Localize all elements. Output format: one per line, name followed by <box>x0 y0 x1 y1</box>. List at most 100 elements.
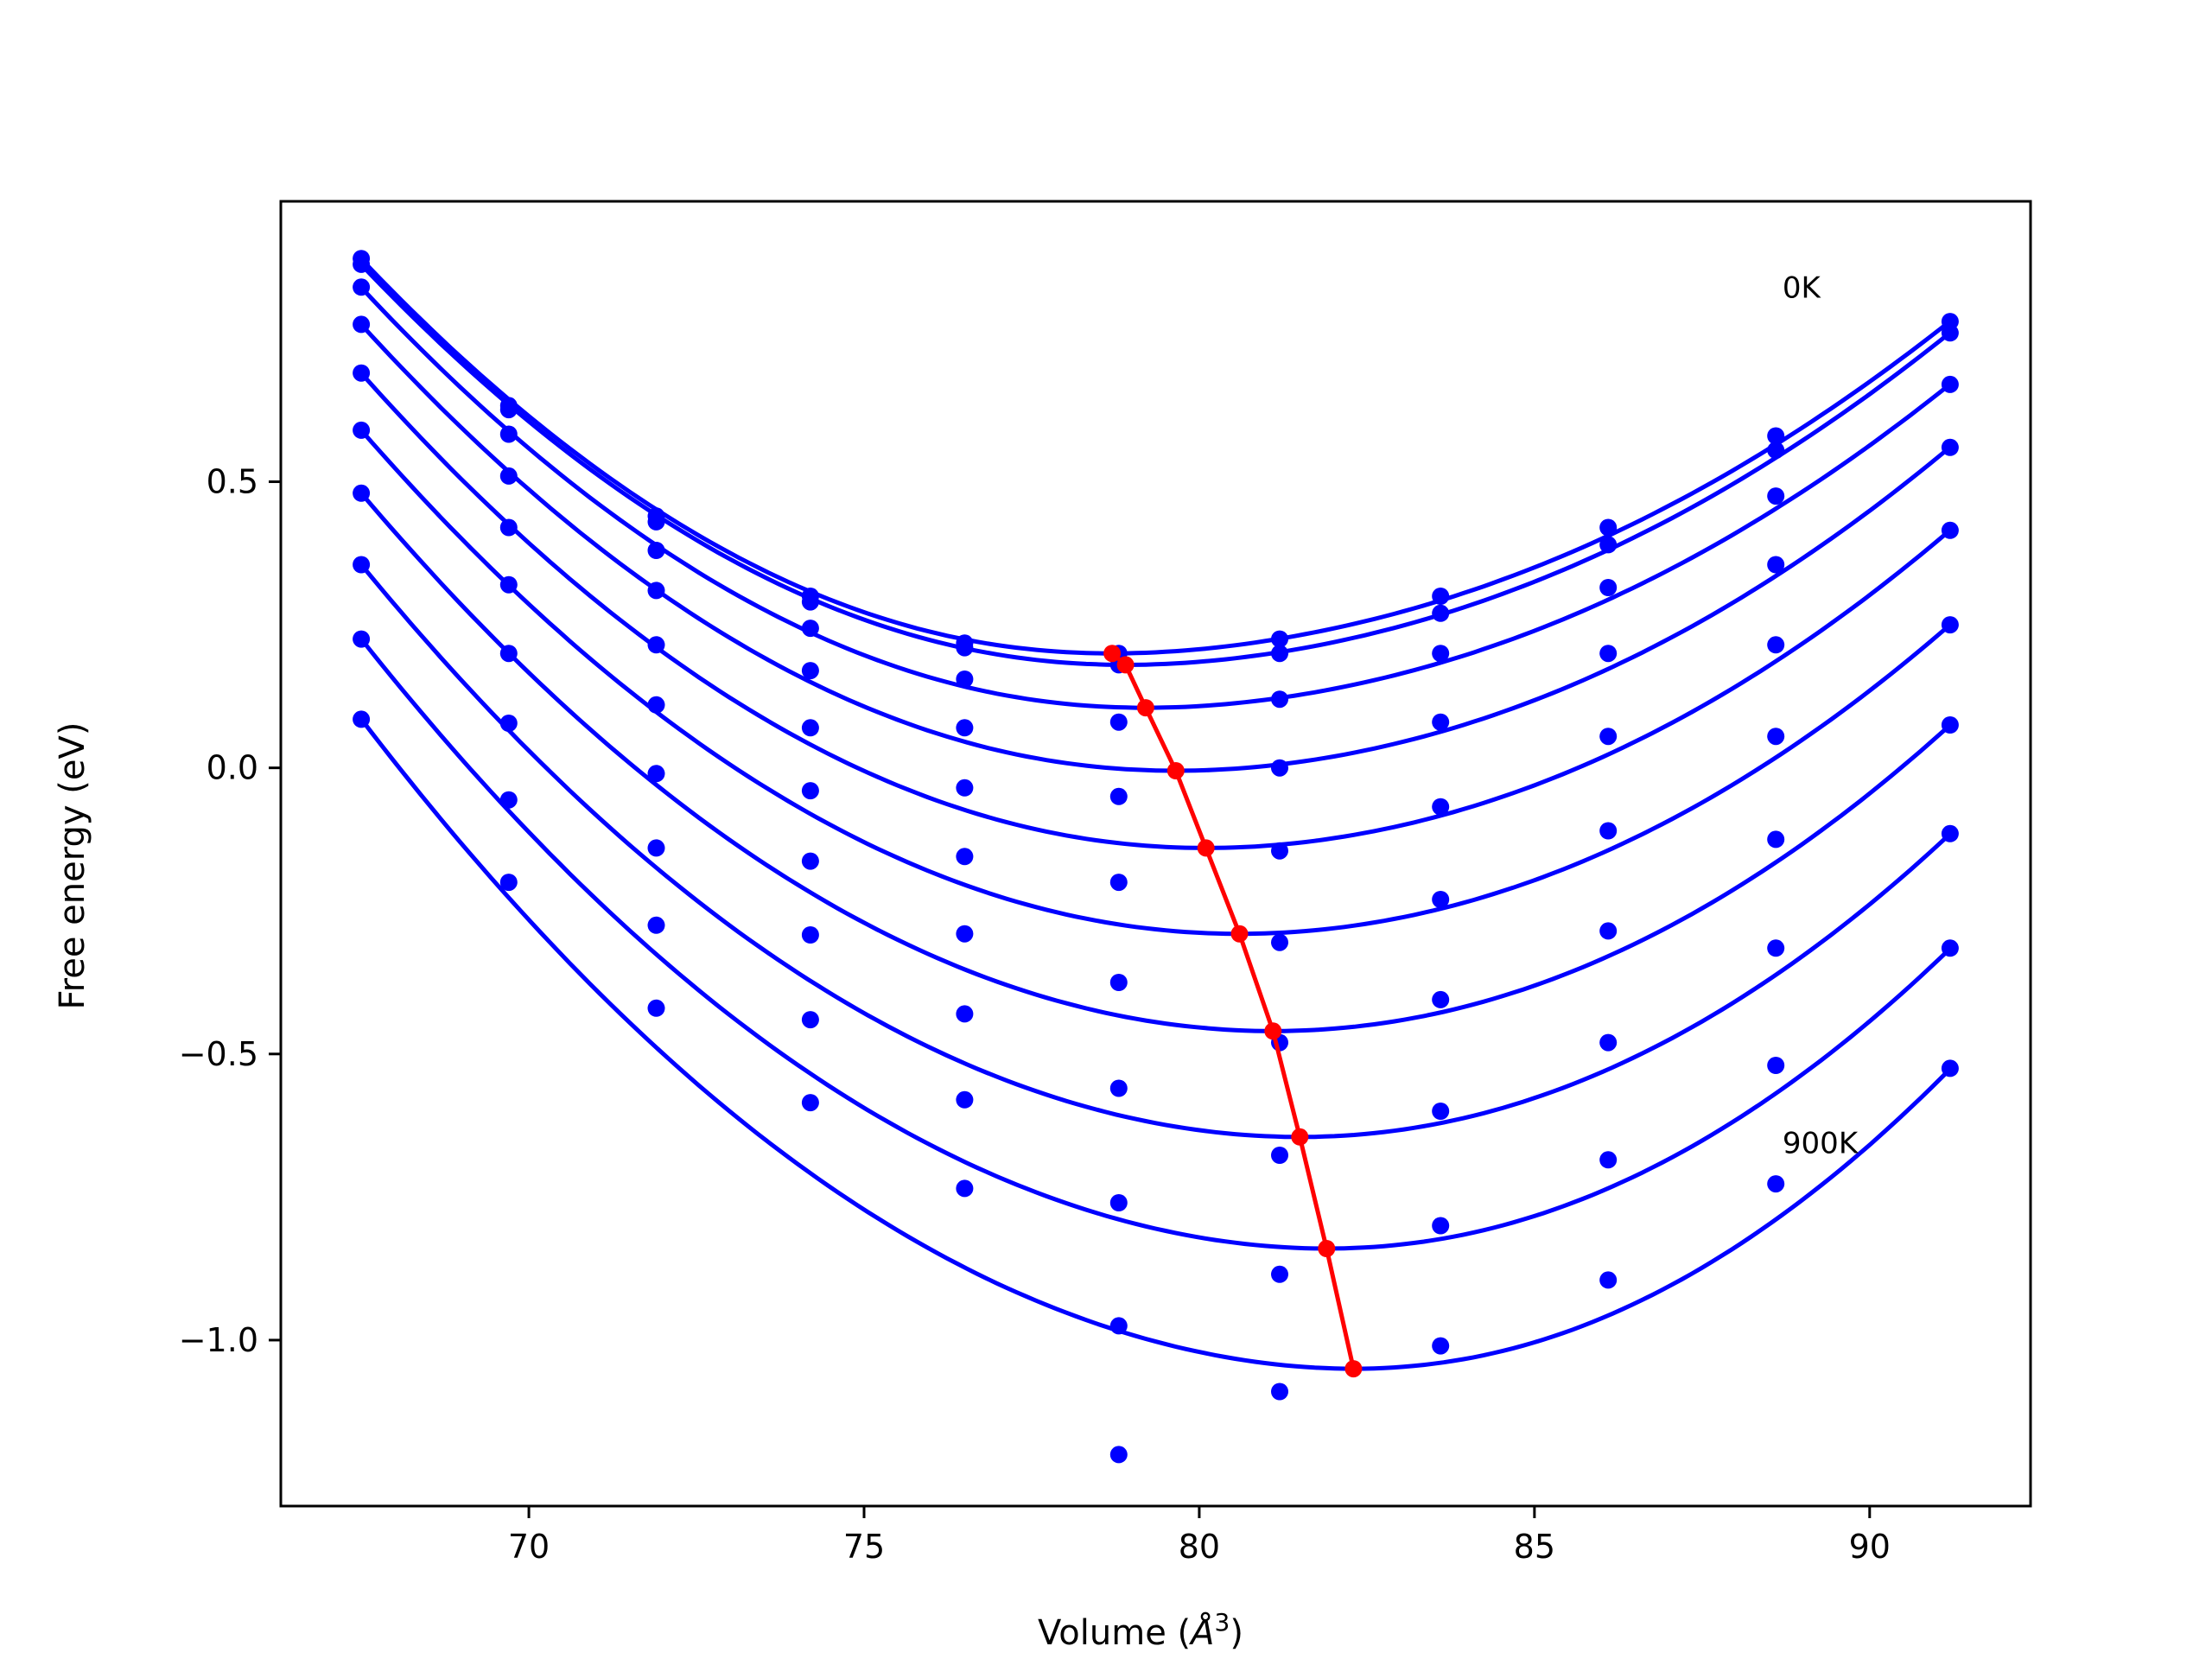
fit-curve-6 <box>359 429 1952 937</box>
data-point-s8-9 <box>1599 1033 1618 1052</box>
data-point-s4-8 <box>1432 713 1450 731</box>
data-point-s2-11 <box>1941 324 1959 342</box>
data-point-s3-7 <box>1271 690 1288 709</box>
data-point-s3-8 <box>1432 645 1450 663</box>
x-axis-label-text: Volume ( <box>1038 1613 1191 1653</box>
data-point-s8-6 <box>1109 1194 1128 1211</box>
data-point-s3-11 <box>1941 375 1959 393</box>
y-axis-label: Free energy (eV) <box>53 722 92 1010</box>
x-axis-label-unit-power: 3 <box>1215 1608 1230 1637</box>
data-point-s5-1 <box>353 364 371 382</box>
data-point-s6-4 <box>801 782 819 800</box>
data-point-s10-11 <box>1941 1059 1959 1077</box>
data-point-s9-11 <box>1941 939 1959 957</box>
data-point-s2-2 <box>499 401 518 419</box>
x-tick-label: 80 <box>1179 1528 1220 1566</box>
data-point-s6-3 <box>647 696 665 714</box>
annotations-layer: 0K 900K <box>1783 270 1859 1160</box>
data-point-s10-2 <box>499 874 518 892</box>
data-point-s8-2 <box>499 715 518 732</box>
data-point-s7-3 <box>647 765 665 783</box>
data-point-s9-2 <box>499 791 518 809</box>
data-point-s4-4 <box>801 662 819 680</box>
equilibrium-point-9 <box>1318 1240 1336 1257</box>
data-point-s6-11 <box>1941 616 1959 634</box>
data-point-s9-8 <box>1432 1217 1450 1235</box>
data-point-s4-11 <box>1941 438 1959 456</box>
data-point-s10-8 <box>1432 1337 1450 1355</box>
data-point-s9-6 <box>1109 1317 1128 1335</box>
data-point-s8-10 <box>1767 939 1785 957</box>
data-point-s5-2 <box>499 518 518 537</box>
data-point-s5-4 <box>801 719 819 737</box>
data-point-s6-10 <box>1767 728 1785 746</box>
data-point-s9-4 <box>801 1011 819 1029</box>
y-tick-label: 0.5 <box>207 463 258 501</box>
data-point-s8-8 <box>1432 1103 1450 1120</box>
data-point-s10-10 <box>1767 1175 1785 1193</box>
data-point-s7-11 <box>1941 716 1959 734</box>
data-point-s9-9 <box>1599 1151 1618 1169</box>
x-tick-label: 85 <box>1514 1528 1555 1566</box>
data-point-s5-3 <box>647 636 665 654</box>
data-point-s4-9 <box>1599 645 1618 663</box>
data-point-s1-10 <box>1767 427 1785 445</box>
x-axis-label-unit-symbol: Å <box>1188 1611 1214 1653</box>
data-point-s9-3 <box>647 916 665 934</box>
data-point-s6-5 <box>956 848 974 866</box>
y-tick-label: 0.0 <box>207 749 258 787</box>
data-point-s5-5 <box>956 779 974 797</box>
data-point-s5-11 <box>1941 521 1959 539</box>
data-point-s2-4 <box>801 593 819 611</box>
data-point-s10-3 <box>647 999 665 1017</box>
data-point-s8-11 <box>1941 824 1959 842</box>
equilibrium-point-3 <box>1136 699 1154 717</box>
data-point-s4-10 <box>1767 556 1785 574</box>
fit-curve-5 <box>359 372 1952 850</box>
data-point-s7-5 <box>956 925 974 943</box>
x-tick-label: 70 <box>508 1528 550 1566</box>
data-point-s6-6 <box>1109 974 1128 991</box>
equilibrium-point-10 <box>1344 1360 1363 1378</box>
data-point-s4-7 <box>1271 759 1288 777</box>
data-points-layer <box>353 250 1959 1464</box>
equilibrium-line <box>1110 652 1356 1370</box>
data-point-s7-8 <box>1432 990 1450 1008</box>
equilibrium-point-2 <box>1116 656 1135 674</box>
data-point-s8-7 <box>1271 1147 1288 1164</box>
data-point-s2-3 <box>647 512 665 531</box>
annotation-label: 0K <box>1783 270 1822 305</box>
data-point-s2-5 <box>956 639 974 657</box>
equilibrium-point-6 <box>1230 925 1249 943</box>
data-point-s1-8 <box>1432 588 1450 605</box>
data-point-s3-6 <box>1109 713 1128 731</box>
fit-curve-2 <box>359 263 1952 667</box>
data-point-s6-1 <box>353 421 371 439</box>
fit-curve-9 <box>359 637 1952 1251</box>
data-point-s4-6 <box>1109 787 1128 805</box>
data-point-s1-9 <box>1599 518 1618 537</box>
data-point-s10-1 <box>353 710 371 728</box>
equilibrium-point-4 <box>1166 762 1185 779</box>
data-point-s2-1 <box>353 255 371 273</box>
plot-frame <box>279 200 2032 1508</box>
equilibrium-point-8 <box>1291 1128 1309 1146</box>
data-point-s8-3 <box>647 839 665 857</box>
data-point-s2-7 <box>1271 645 1288 663</box>
data-point-s3-5 <box>956 671 974 688</box>
data-point-s9-1 <box>353 630 371 648</box>
data-point-s10-4 <box>801 1094 819 1112</box>
data-point-s4-3 <box>647 582 665 600</box>
annotation-label: 900K <box>1783 1126 1859 1160</box>
equilibrium-point-1 <box>1103 645 1122 663</box>
data-point-s4-1 <box>353 315 371 334</box>
fit-curves-layer <box>359 257 1952 1371</box>
data-point-s4-2 <box>499 467 518 485</box>
fit-curve-1 <box>359 257 1952 656</box>
data-point-s3-9 <box>1599 579 1618 596</box>
fit-curve-10 <box>359 717 1952 1371</box>
data-point-s10-6 <box>1109 1446 1128 1464</box>
data-point-s7-1 <box>353 484 371 502</box>
data-point-s2-10 <box>1767 442 1785 460</box>
